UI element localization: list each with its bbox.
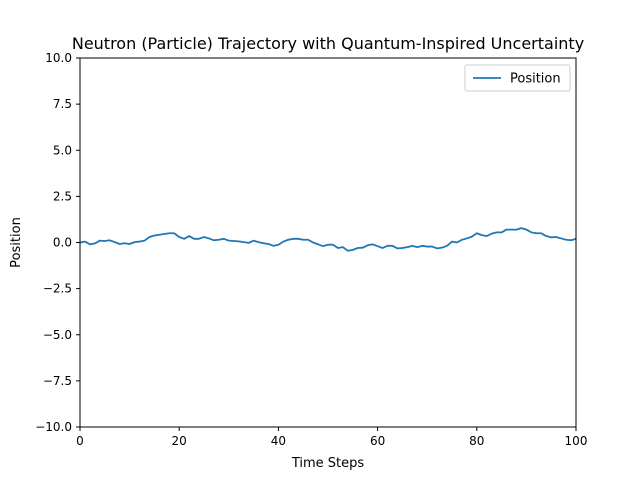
y-tick-label: 0.0 bbox=[53, 236, 72, 250]
y-tick-label: −7.5 bbox=[43, 374, 72, 388]
x-axis-label: Time Steps bbox=[291, 456, 365, 471]
x-tick-label: 0 bbox=[76, 434, 84, 448]
x-tick-label: 100 bbox=[565, 434, 588, 448]
y-tick-label: −2.5 bbox=[43, 282, 72, 296]
y-tick-label: 7.5 bbox=[53, 97, 72, 111]
x-tick-label: 60 bbox=[370, 434, 385, 448]
y-axis-label: Position bbox=[9, 217, 24, 268]
axis-ticks: 0 20 40 60 80 100 10.0 7.5 5.0 2.5 0.0 −2.5 −5.0 −7.5… bbox=[35, 51, 587, 448]
series-lines bbox=[79, 227, 577, 252]
legend-box bbox=[464, 64, 571, 92]
x-tick-label: 20 bbox=[172, 434, 187, 448]
y-tick-label: 5.0 bbox=[53, 143, 72, 157]
chart-title: Neutron (Particle) Trajectory with Quant… bbox=[72, 34, 584, 53]
x-tick-label: 40 bbox=[271, 434, 286, 448]
legend: Position bbox=[464, 64, 571, 92]
y-tick-label: −5.0 bbox=[43, 328, 72, 342]
legend-label: Position bbox=[510, 72, 561, 87]
y-tick-label: 2.5 bbox=[53, 189, 72, 203]
y-tick-label: 10.0 bbox=[45, 51, 72, 65]
y-tick-label: −10.0 bbox=[35, 420, 72, 434]
plot-frame bbox=[79, 57, 577, 428]
series-line-position bbox=[79, 227, 577, 252]
x-tick-label: 80 bbox=[469, 434, 484, 448]
